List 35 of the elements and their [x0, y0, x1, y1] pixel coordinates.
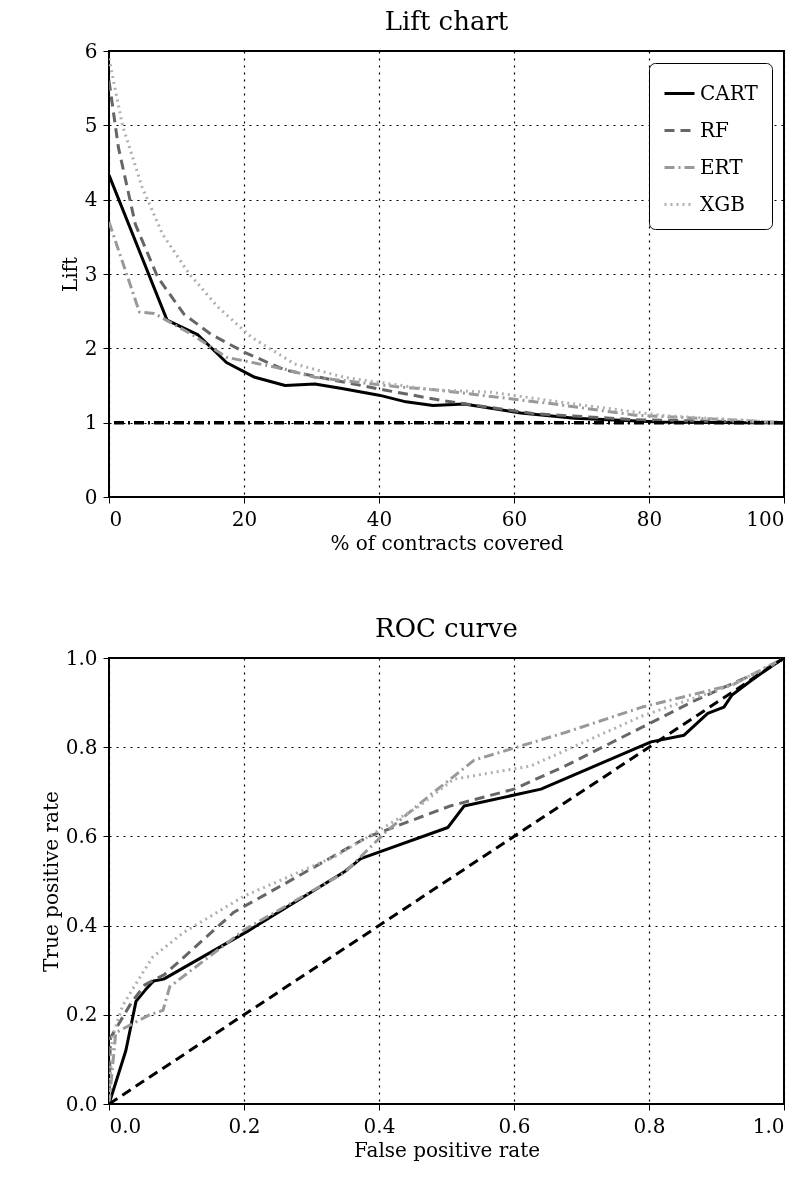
x-tick-label: 0.6 [498, 1113, 531, 1138]
x-tick-label: 0.0 [109, 1113, 142, 1138]
x-tick-label: 0 [109, 506, 123, 531]
legend-label: ERT [700, 154, 744, 179]
x-tick-label: 1.0 [752, 1113, 785, 1138]
y-tick-label: 5 [84, 112, 98, 137]
x-tick-label: 20 [231, 506, 258, 531]
y-tick-label: 0.2 [65, 1002, 98, 1027]
x-tick-label: 0.8 [633, 1113, 666, 1138]
chart-title: ROC curve [375, 613, 518, 643]
y-tick-label: 1.0 [65, 645, 98, 670]
y-tick-label: 0.0 [65, 1091, 98, 1116]
legend-label: RF [700, 117, 730, 142]
y-tick-label: 0 [84, 484, 98, 509]
x-axis-title: False positive rate [353, 1137, 541, 1162]
y-tick-label: 1 [84, 410, 98, 435]
x-tick-label: 40 [366, 506, 393, 531]
legend-label: XGB [700, 191, 745, 216]
y-tick-label: 0.4 [65, 913, 98, 938]
x-axis-title: % of contracts covered [330, 530, 564, 555]
x-tick-label: 80 [636, 506, 663, 531]
y-tick-label: 6 [84, 38, 98, 63]
legend-label: CART [700, 80, 759, 105]
y-tick-label: 0.6 [65, 823, 98, 848]
y-tick-label: 0.8 [65, 734, 98, 759]
x-tick-label: 0.4 [363, 1113, 396, 1138]
y-axis-title: True positive rate [38, 791, 63, 972]
y-tick-label: 4 [84, 187, 98, 212]
x-tick-label: 100 [746, 506, 785, 531]
y-tick-label: 3 [84, 261, 98, 286]
x-tick-label: 0.2 [228, 1113, 261, 1138]
chart-title: Lift chart [384, 6, 509, 36]
x-tick-label: 60 [501, 506, 528, 531]
y-axis-title: Lift [57, 256, 82, 293]
y-tick-label: 2 [84, 335, 98, 360]
